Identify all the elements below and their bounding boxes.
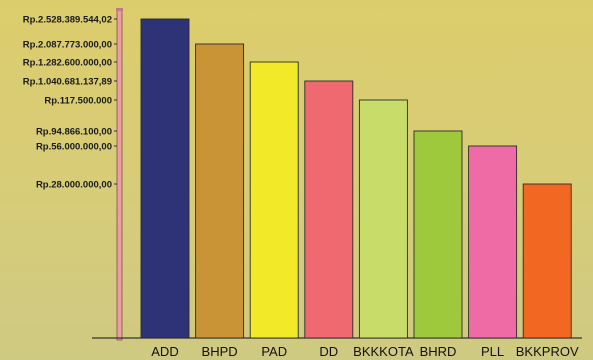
bar-pad	[249, 61, 299, 339]
bar-bkkkota	[358, 99, 408, 339]
x-tick-label: BHRD	[420, 344, 457, 359]
x-tick-label: BKKKOTA	[353, 344, 414, 359]
x-tick-label: PLL	[481, 344, 504, 359]
x-tick-label: DD	[319, 344, 338, 359]
y-tick-label: Rp.56.000.000,00	[36, 142, 112, 153]
y-ticks-layer: Rp.2.528.389.544,02 Rp.2.087.773.000,00 Rp…	[23, 15, 117, 191]
bar-add	[140, 18, 190, 339]
y-tick-label: Rp.1.282.600.000,00	[23, 58, 112, 69]
y-tick-label: Rp.94.866.100,00	[36, 127, 112, 138]
bar-bhpd	[195, 43, 245, 339]
y-tick-label: Rp.28.000.000,00	[36, 180, 112, 191]
bar-pll	[468, 145, 518, 339]
x-tick-label: PAD	[261, 344, 287, 359]
bar-bhrd	[413, 130, 463, 339]
x-tick-label: BHPD	[202, 344, 238, 359]
bar-bkkprov	[522, 183, 572, 339]
y-tick-label: Rp.2.528.389.544,02	[23, 15, 112, 26]
y-tick-label: Rp.1.040.681.137,89	[23, 77, 112, 88]
y-axis-cap	[116, 8, 123, 11]
y-axis	[116, 9, 123, 341]
x-labels-layer: ADD BHPD PAD DD BKKKOTA BHRD PLL BKKPROV	[151, 344, 579, 359]
bar-dd	[304, 80, 354, 339]
x-tick-label: ADD	[151, 344, 178, 359]
x-tick-label: BKKPROV	[516, 344, 579, 359]
y-tick-label: Rp.117.500.000	[44, 96, 112, 107]
bars-layer	[140, 18, 572, 339]
y-tick-label: Rp.2.087.773.000,00	[23, 40, 112, 51]
